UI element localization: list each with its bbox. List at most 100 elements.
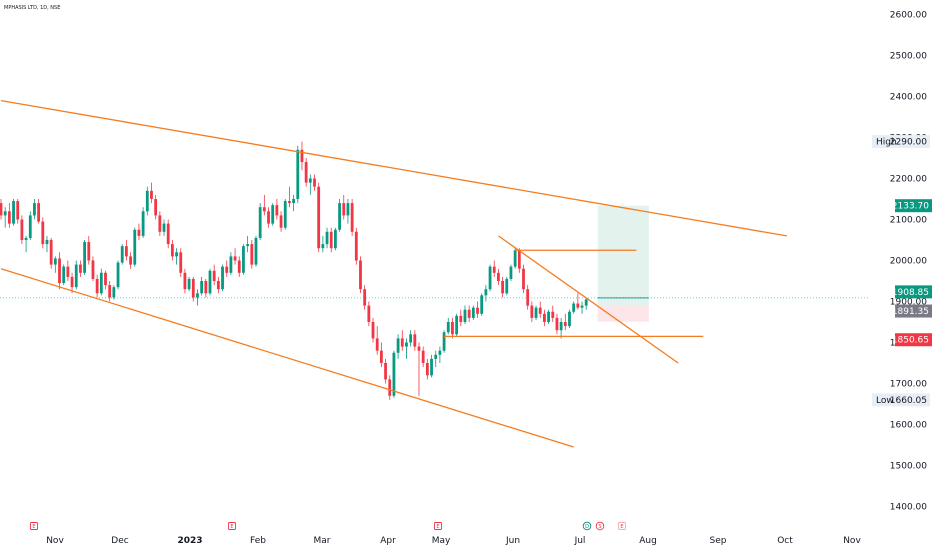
candle-body — [296, 149, 300, 199]
candle-body — [58, 258, 61, 284]
candle-body — [321, 244, 325, 249]
candle-body — [551, 311, 555, 318]
dividend-event-icon[interactable]: D — [582, 521, 592, 531]
candle — [141, 207, 145, 238]
earnings-event-icon[interactable]: E — [30, 522, 38, 531]
earnings-event-icon[interactable]: E — [618, 522, 626, 531]
trendline-lower-channel[interactable] — [0, 268, 574, 448]
symbol-header: MPHASIS LTD, 1D, NSE — [4, 5, 60, 11]
earnings-event-icon[interactable]: E — [228, 522, 236, 531]
candle-body — [45, 240, 49, 245]
candle — [492, 260, 496, 277]
candle — [242, 244, 245, 275]
price-tag-bg — [895, 199, 932, 213]
candle-body — [279, 215, 283, 228]
candle-body — [359, 260, 362, 290]
candle — [505, 276, 509, 296]
candle — [547, 309, 550, 325]
time-tick-label: Mar — [314, 536, 331, 546]
candle — [371, 317, 375, 343]
price-tick-label: 1500.00 — [890, 462, 927, 472]
candle — [24, 235, 28, 253]
event-icon-glyph: D — [585, 524, 589, 530]
candle-body — [471, 307, 475, 318]
price-axis[interactable]: 1400.001500.001600.001700.001800.001900.… — [890, 11, 927, 513]
candle — [83, 240, 86, 275]
candle — [233, 248, 237, 265]
candle — [396, 334, 400, 359]
candle-body — [254, 237, 258, 265]
split-event-icon[interactable]: S — [595, 521, 605, 531]
earnings-event-icon[interactable]: E — [434, 522, 442, 531]
candle-body — [74, 264, 78, 288]
price-tag-bg — [872, 135, 930, 149]
candle — [137, 223, 141, 240]
candle — [133, 227, 137, 267]
candle — [325, 227, 329, 249]
candle — [526, 285, 530, 310]
price-tag-bg — [895, 333, 932, 347]
candle — [405, 338, 408, 359]
candle-body — [16, 201, 20, 220]
candle-body — [53, 258, 57, 265]
price-tick-label: 2600.00 — [890, 11, 927, 21]
candle-body — [384, 363, 387, 380]
candle — [20, 215, 24, 245]
price-tick-label: 2100.00 — [890, 216, 927, 226]
candle-body — [438, 350, 442, 355]
candle — [196, 289, 199, 306]
price-tick-label: 2200.00 — [890, 175, 927, 185]
trendline-upper-channel[interactable] — [0, 99, 787, 237]
candle — [467, 305, 471, 322]
candle-body — [162, 223, 166, 232]
candle — [555, 313, 559, 335]
candle-body — [467, 309, 471, 318]
candle-body — [212, 270, 216, 281]
time-tick-label: Apr — [380, 536, 396, 546]
candle — [342, 194, 346, 220]
candle — [91, 256, 95, 281]
candle — [304, 158, 308, 187]
time-axis[interactable]: Nov Dec 2023 Feb Mar Apr May Jun Jul Aug Sep Oct Nov — [46, 536, 861, 546]
price-tag-value: 2133.70 — [892, 202, 929, 212]
candle-body — [413, 334, 417, 347]
candle-body — [451, 322, 454, 335]
candle — [442, 330, 446, 353]
candle-body — [275, 205, 279, 216]
candle — [509, 264, 513, 281]
candle — [292, 194, 295, 212]
candle — [517, 248, 521, 273]
candle — [191, 276, 195, 302]
candle-body — [154, 199, 158, 216]
candle — [66, 260, 70, 281]
candle — [216, 276, 220, 294]
candle — [354, 227, 358, 265]
trendline-descending-resistance[interactable] — [498, 235, 679, 364]
event-icon-shape — [228, 522, 236, 530]
candle-body — [463, 309, 467, 322]
candle-body — [208, 270, 212, 294]
trendlines-layer — [0, 99, 787, 448]
candle — [283, 199, 287, 230]
candle-body — [480, 295, 484, 314]
candle-body — [338, 203, 341, 230]
candle — [120, 244, 124, 265]
price-tag-target: 2133.70 — [892, 199, 932, 213]
candle — [451, 317, 454, 339]
price-tag-value: 2290.00 — [890, 138, 927, 148]
candle — [229, 252, 233, 275]
candle — [250, 240, 254, 269]
candle — [296, 145, 300, 204]
candle-body — [166, 223, 170, 245]
candle — [175, 248, 178, 265]
candle — [497, 268, 500, 286]
candle-body — [242, 246, 245, 273]
candle-body — [170, 244, 174, 257]
candle — [434, 350, 438, 368]
candle — [350, 199, 354, 236]
candle-body — [434, 354, 438, 359]
